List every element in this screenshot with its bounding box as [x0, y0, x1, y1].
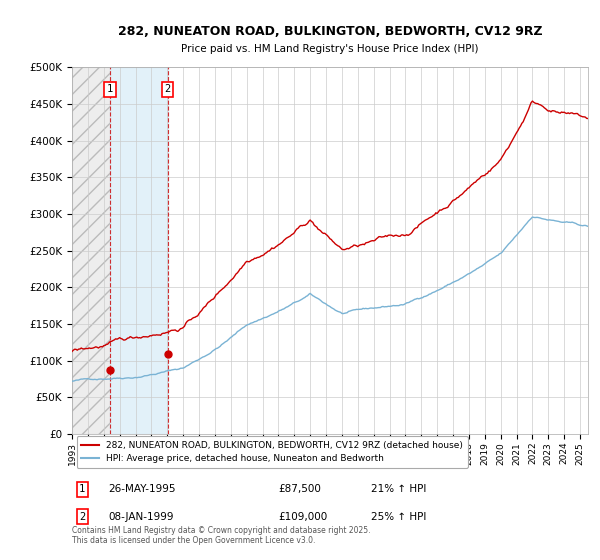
Legend: 282, NUNEATON ROAD, BULKINGTON, BEDWORTH, CV12 9RZ (detached house), HPI: Averag: 282, NUNEATON ROAD, BULKINGTON, BEDWORTH… [77, 436, 467, 468]
Bar [72, 67, 110, 434]
Text: Price paid vs. HM Land Registry's House Price Index (HPI): Price paid vs. HM Land Registry's House … [181, 44, 479, 54]
Bar [72, 67, 110, 434]
Text: 25% ↑ HPI: 25% ↑ HPI [371, 512, 427, 522]
Text: 26-MAY-1995: 26-MAY-1995 [108, 484, 176, 494]
Bar [110, 67, 168, 434]
Text: £109,000: £109,000 [278, 512, 328, 522]
Text: 1: 1 [79, 484, 85, 494]
Text: 08-JAN-1999: 08-JAN-1999 [108, 512, 173, 522]
Text: 282, NUNEATON ROAD, BULKINGTON, BEDWORTH, CV12 9RZ: 282, NUNEATON ROAD, BULKINGTON, BEDWORTH… [118, 25, 542, 38]
Text: 2: 2 [79, 512, 85, 522]
Text: Contains HM Land Registry data © Crown copyright and database right 2025.
This d: Contains HM Land Registry data © Crown c… [72, 526, 371, 545]
Text: 1: 1 [107, 84, 113, 94]
Text: 21% ↑ HPI: 21% ↑ HPI [371, 484, 427, 494]
Text: £87,500: £87,500 [278, 484, 321, 494]
Text: 2: 2 [164, 84, 171, 94]
